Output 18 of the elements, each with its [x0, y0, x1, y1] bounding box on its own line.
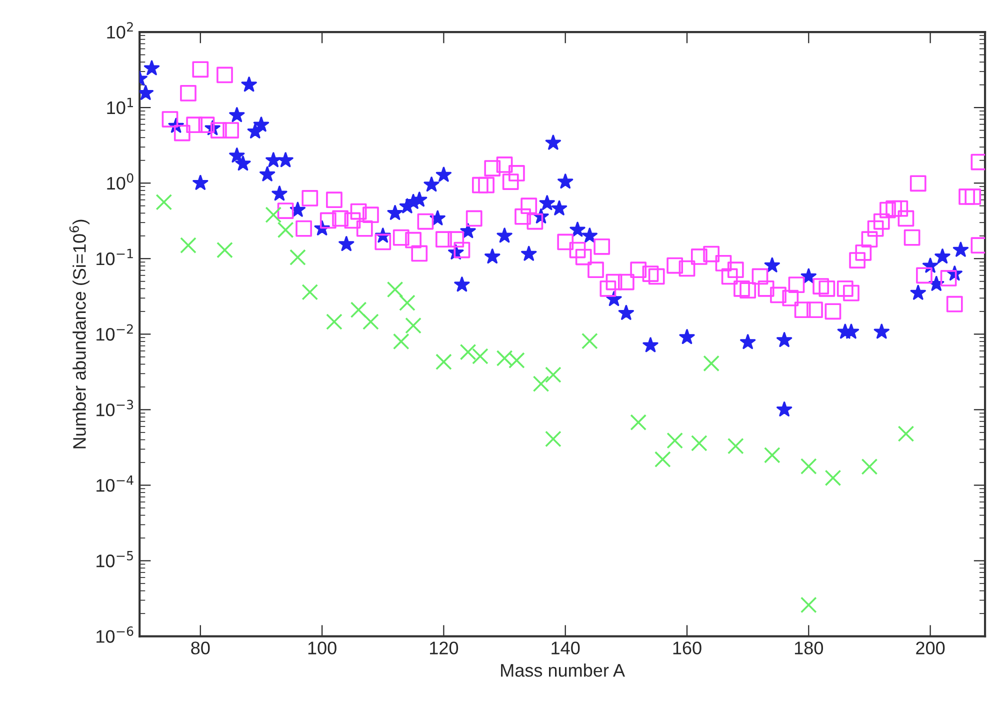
- x-tick-label: 180: [794, 642, 824, 654]
- x-tick-label: 120: [430, 642, 458, 654]
- y-tick-label: 10$^{−2}$: [96, 324, 133, 341]
- x-tick-label: 100: [308, 642, 336, 654]
- x-axis-title: Mass number A: [501, 664, 625, 677]
- y-tick-label: 10$^{2}$: [107, 22, 133, 39]
- y-tick-label: 10$^{1}$: [107, 98, 133, 114]
- y-tick-label: 10$^{−6}$: [96, 626, 134, 643]
- y-tick-label: 10$^{−5}$: [96, 551, 133, 568]
- y-tick-label: 10$^{−3}$: [96, 400, 134, 416]
- x-tick-label: 140: [552, 642, 580, 654]
- y-tick-label: 10$^{0}$: [107, 173, 134, 190]
- y-tick-label: 10$^{−4}$: [96, 476, 134, 492]
- x-tick-label: 160: [673, 642, 702, 654]
- y-tick-label: 10$^{−1}$: [96, 248, 133, 266]
- x-tick-label: 80: [191, 642, 210, 654]
- x-tick-label: 200: [916, 642, 945, 654]
- y-axis-title: Number abundance (Si=10$^{6}$): [69, 220, 90, 448]
